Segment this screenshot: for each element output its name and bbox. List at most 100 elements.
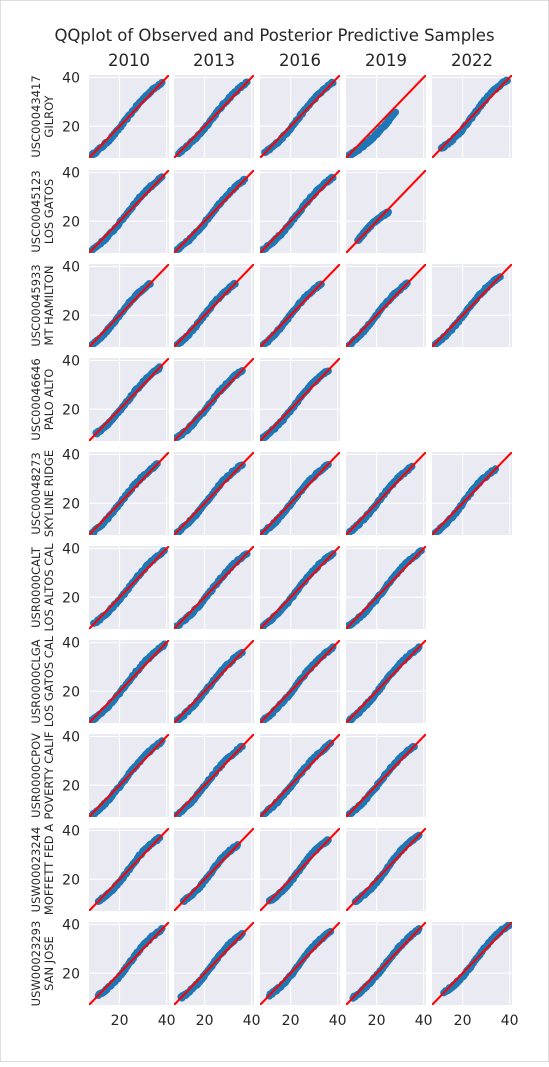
qq-panel xyxy=(346,640,426,723)
reference-line xyxy=(174,358,254,441)
row-label-name: SKYLINE RIDGE xyxy=(42,450,56,537)
reference-line xyxy=(346,546,426,629)
column-label: 2013 xyxy=(193,51,235,70)
reference-line xyxy=(174,546,254,629)
qq-panel xyxy=(260,546,340,629)
reference-line xyxy=(346,170,426,253)
y-tick-label: 40 xyxy=(62,70,80,86)
qq-panel xyxy=(260,828,340,911)
qq-panel xyxy=(346,264,426,347)
qq-panel xyxy=(89,452,169,535)
qq-panel xyxy=(346,922,426,1005)
y-tick-label: 40 xyxy=(62,823,80,839)
qq-panel xyxy=(89,734,169,817)
row-label-name: MOFFETT FED A xyxy=(42,824,56,915)
reference-line xyxy=(346,828,426,911)
qq-panel xyxy=(174,452,254,535)
x-tick-label: 40 xyxy=(501,1013,519,1029)
reference-line xyxy=(346,264,426,347)
reference-line xyxy=(260,922,340,1005)
qq-panel xyxy=(174,358,254,441)
reference-line xyxy=(174,828,254,911)
y-tick-label: 20 xyxy=(62,684,80,700)
y-tick-label: 20 xyxy=(62,966,80,982)
column-labels: 2010 2013 2016 2019 2022 xyxy=(108,51,493,70)
y-tick-label: 40 xyxy=(62,165,80,181)
reference-line xyxy=(174,640,254,723)
qq-panel xyxy=(260,640,340,723)
y-tick-label: 20 xyxy=(62,402,80,418)
row-label-name: LOS GATOS xyxy=(42,179,56,244)
qq-panel xyxy=(260,922,340,1005)
reference-line xyxy=(260,828,340,911)
qq-panel xyxy=(260,75,340,158)
column-label: 2010 xyxy=(108,51,150,70)
column-label: 2022 xyxy=(451,51,493,70)
row-label-id: USC00045933 xyxy=(29,264,43,346)
reference-line xyxy=(260,452,340,535)
reference-line xyxy=(346,922,426,1005)
qq-panel xyxy=(89,922,169,1005)
reference-line xyxy=(89,75,169,158)
y-tick-label: 40 xyxy=(62,447,80,463)
qq-panel xyxy=(174,546,254,629)
y-tick-label: 40 xyxy=(62,635,80,651)
reference-line xyxy=(260,734,340,817)
qq-panel xyxy=(346,546,426,629)
y-tick-label: 20 xyxy=(62,872,80,888)
reference-line xyxy=(432,922,512,1005)
row-label-name: SAN JOSE xyxy=(42,936,56,991)
x-tick-label: 40 xyxy=(415,1013,433,1029)
tick-labels: 20 40 20 40 20 40 20 40 20 40 20 40 20 40 20 40 20 40 20 40… xyxy=(62,70,518,1029)
reference-line xyxy=(432,264,512,347)
x-tick-label: 20 xyxy=(368,1013,386,1029)
x-tick-label: 20 xyxy=(111,1013,129,1029)
reference-line xyxy=(260,264,340,347)
qq-panel xyxy=(89,170,169,253)
row-label-name: LOS ALTOS CAL xyxy=(42,543,56,632)
qq-panel xyxy=(432,75,512,158)
qq-panel xyxy=(174,75,254,158)
reference-line xyxy=(89,640,169,723)
reference-line xyxy=(346,452,426,535)
row-label-name: GILROY xyxy=(42,94,56,137)
qq-panel xyxy=(346,75,426,158)
y-tick-label: 40 xyxy=(62,259,80,275)
row-label-id: USW00023244 xyxy=(29,827,43,913)
qq-panel xyxy=(174,640,254,723)
reference-line xyxy=(260,640,340,723)
panels xyxy=(89,75,512,1005)
row-label-name: LOS GATOS CAL xyxy=(42,635,56,727)
row-label-name: POVERTY CALIF xyxy=(42,731,56,819)
row-label-id: USR0000CPOV xyxy=(29,733,43,818)
qq-panel xyxy=(260,264,340,347)
y-tick-label: 40 xyxy=(62,353,80,369)
reference-line xyxy=(174,264,254,347)
qq-panel xyxy=(174,264,254,347)
qq-panel xyxy=(89,264,169,347)
reference-line xyxy=(260,358,340,441)
qq-panel xyxy=(174,922,254,1005)
reference-line xyxy=(89,734,169,817)
qq-panel xyxy=(174,734,254,817)
qq-panel xyxy=(89,75,169,158)
qq-panel xyxy=(89,546,169,629)
reference-line xyxy=(174,170,254,253)
reference-line xyxy=(432,452,512,535)
y-tick-label: 40 xyxy=(62,917,80,933)
x-tick-label: 20 xyxy=(196,1013,214,1029)
reference-line xyxy=(89,170,169,253)
row-labels: USC00043417 GILROY USC00045123 LOS GATOS USC… xyxy=(29,75,56,1006)
qq-panel xyxy=(432,452,512,535)
qq-panel xyxy=(260,734,340,817)
row-label-id: USR0000CALT xyxy=(29,546,43,628)
qq-panel xyxy=(174,170,254,253)
qq-panel xyxy=(174,828,254,911)
reference-line xyxy=(89,264,169,347)
qq-panel xyxy=(260,452,340,535)
qq-panel xyxy=(432,264,512,347)
y-tick-label: 20 xyxy=(62,119,80,135)
x-tick-label: 40 xyxy=(329,1013,347,1029)
